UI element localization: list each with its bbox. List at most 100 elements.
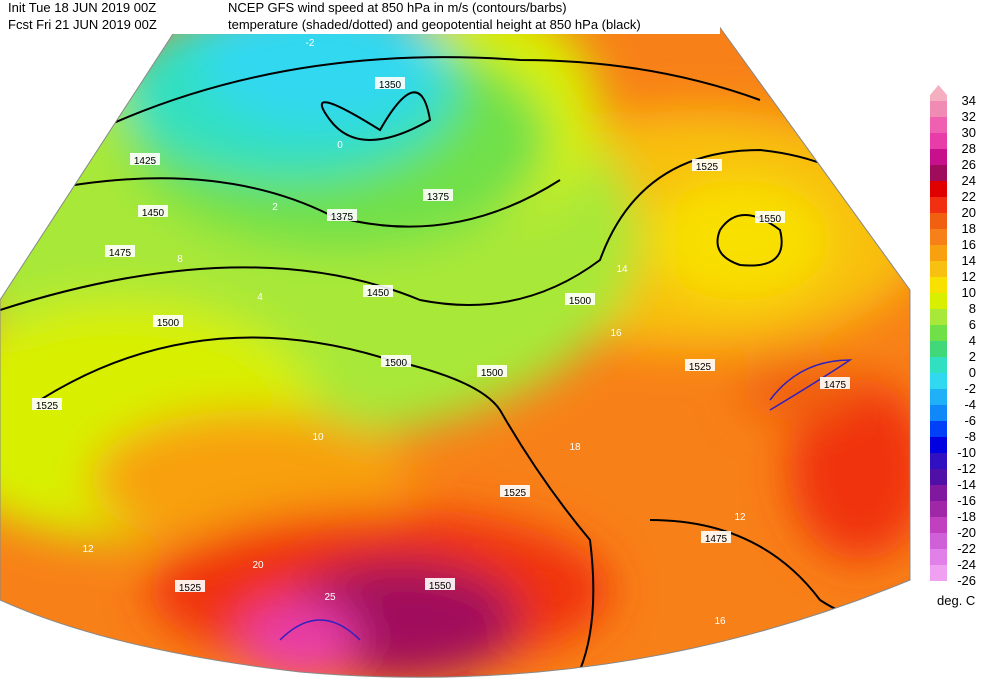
colorbar-label: 34 xyxy=(962,93,976,108)
temperature-label: 4 xyxy=(257,292,263,303)
colorbar-swatch xyxy=(930,469,947,485)
label-background xyxy=(153,315,183,327)
label-background xyxy=(500,485,530,497)
height-label: 1450 xyxy=(367,288,390,299)
colorbar-swatch xyxy=(930,341,947,357)
colorbar-label: 14 xyxy=(962,253,976,268)
colorbar-swatch xyxy=(930,565,947,581)
label-background xyxy=(375,77,405,89)
colorbar-label: -18 xyxy=(957,509,976,524)
colorbar-swatch xyxy=(930,517,947,533)
colorbar-swatch xyxy=(930,453,947,469)
colorbar-swatch xyxy=(930,421,947,437)
colorbar-label: -6 xyxy=(964,413,976,428)
colorbar-label: 26 xyxy=(962,157,976,172)
height-label: 1350 xyxy=(379,80,402,91)
colorbar-label: 22 xyxy=(962,189,976,204)
temperature-label: 16 xyxy=(714,616,726,627)
colorbar-label: -22 xyxy=(957,541,976,556)
colorbar-arrow xyxy=(930,85,947,95)
colorbar-swatch xyxy=(930,357,947,373)
label-background xyxy=(138,205,168,217)
colorbar-label: 12 xyxy=(962,269,976,284)
colorbar-swatch xyxy=(930,485,947,501)
label-background xyxy=(820,377,850,389)
temperature-label: 12 xyxy=(82,544,94,555)
label-background xyxy=(425,578,455,590)
colorbar: 3432302826242220181614121086420-2-4-6-8-… xyxy=(930,85,976,608)
height-label: 1550 xyxy=(429,581,452,592)
colorbar-label: 6 xyxy=(969,317,976,332)
label-background xyxy=(423,189,453,201)
colorbar-label: -14 xyxy=(957,477,976,492)
label-background xyxy=(685,359,715,371)
colorbar-label: -16 xyxy=(957,493,976,508)
temperature-label: 8 xyxy=(177,254,183,265)
colorbar-swatch xyxy=(930,133,947,149)
label-background xyxy=(755,211,785,223)
colorbar-swatch xyxy=(930,213,947,229)
height-label: 1375 xyxy=(427,192,450,203)
colorbar-label: 0 xyxy=(969,365,976,380)
height-contours xyxy=(0,56,910,671)
height-label: 1550 xyxy=(759,214,782,225)
title-line: NCEP GFS wind speed at 850 hPa in m/s (c… xyxy=(228,0,567,15)
colorbar-swatch xyxy=(930,181,947,197)
colorbar-swatch xyxy=(930,501,947,517)
height-label: 1475 xyxy=(109,248,132,259)
colorbar-label: -24 xyxy=(957,557,976,572)
colorbar-label: 8 xyxy=(969,301,976,316)
height-label: 1525 xyxy=(696,162,719,173)
height-label: 1475 xyxy=(705,534,728,545)
temperature-label: 25 xyxy=(324,592,336,603)
height-label: 1500 xyxy=(481,368,504,379)
colorbar-swatch xyxy=(930,229,947,245)
temperature-label: 0 xyxy=(337,140,343,151)
colorbar-swatch xyxy=(930,389,947,405)
colorbar-label: 10 xyxy=(962,285,976,300)
header-background xyxy=(0,0,720,34)
label-background xyxy=(381,355,411,367)
colorbar-label: 20 xyxy=(962,205,976,220)
colorbar-swatch xyxy=(930,325,947,341)
colorbar-label: 28 xyxy=(962,141,976,156)
height-label: 1450 xyxy=(142,208,165,219)
height-label: 1525 xyxy=(504,488,527,499)
colorbar-label: -10 xyxy=(957,445,976,460)
colorbar-swatch xyxy=(930,533,947,549)
colorbar-swatch xyxy=(930,197,947,213)
height-label: 1425 xyxy=(134,156,157,167)
colorbar-swatch xyxy=(930,117,947,133)
colorbar-swatch xyxy=(930,405,947,421)
colorbar-label: -4 xyxy=(964,397,976,412)
height-label: 1525 xyxy=(689,362,712,373)
colorbar-label: -20 xyxy=(957,525,976,540)
label-background xyxy=(175,580,205,592)
label-background xyxy=(701,531,731,543)
colorbar-swatch xyxy=(930,101,947,117)
height-label: 1525 xyxy=(36,401,59,412)
colorbar-swatch xyxy=(930,293,947,309)
temperature-label: 20 xyxy=(252,560,264,571)
temperature-label: 2 xyxy=(272,202,278,213)
colorbar-label: 24 xyxy=(962,173,976,188)
label-background xyxy=(692,159,722,171)
colorbar-swatch xyxy=(930,165,947,181)
title-line: temperature (shaded/dotted) and geopoten… xyxy=(228,17,641,32)
temperature-label: 12 xyxy=(734,512,746,523)
temperature-label: 14 xyxy=(616,264,628,275)
colorbar-label: -26 xyxy=(957,573,976,588)
colorbar-swatch xyxy=(930,261,947,277)
colorbar-label: -12 xyxy=(957,461,976,476)
colorbar-label: 16 xyxy=(962,237,976,252)
colorbar-swatch xyxy=(930,437,947,453)
temperature-label: 16 xyxy=(610,328,622,339)
label-background xyxy=(32,398,62,410)
height-label: 1525 xyxy=(179,583,202,594)
domain-border xyxy=(0,0,911,678)
colorbar-label: 18 xyxy=(962,221,976,236)
colorbar-swatch xyxy=(930,245,947,261)
label-background xyxy=(130,153,160,165)
colorbar-label: 4 xyxy=(969,333,976,348)
temperature-field xyxy=(0,0,910,678)
